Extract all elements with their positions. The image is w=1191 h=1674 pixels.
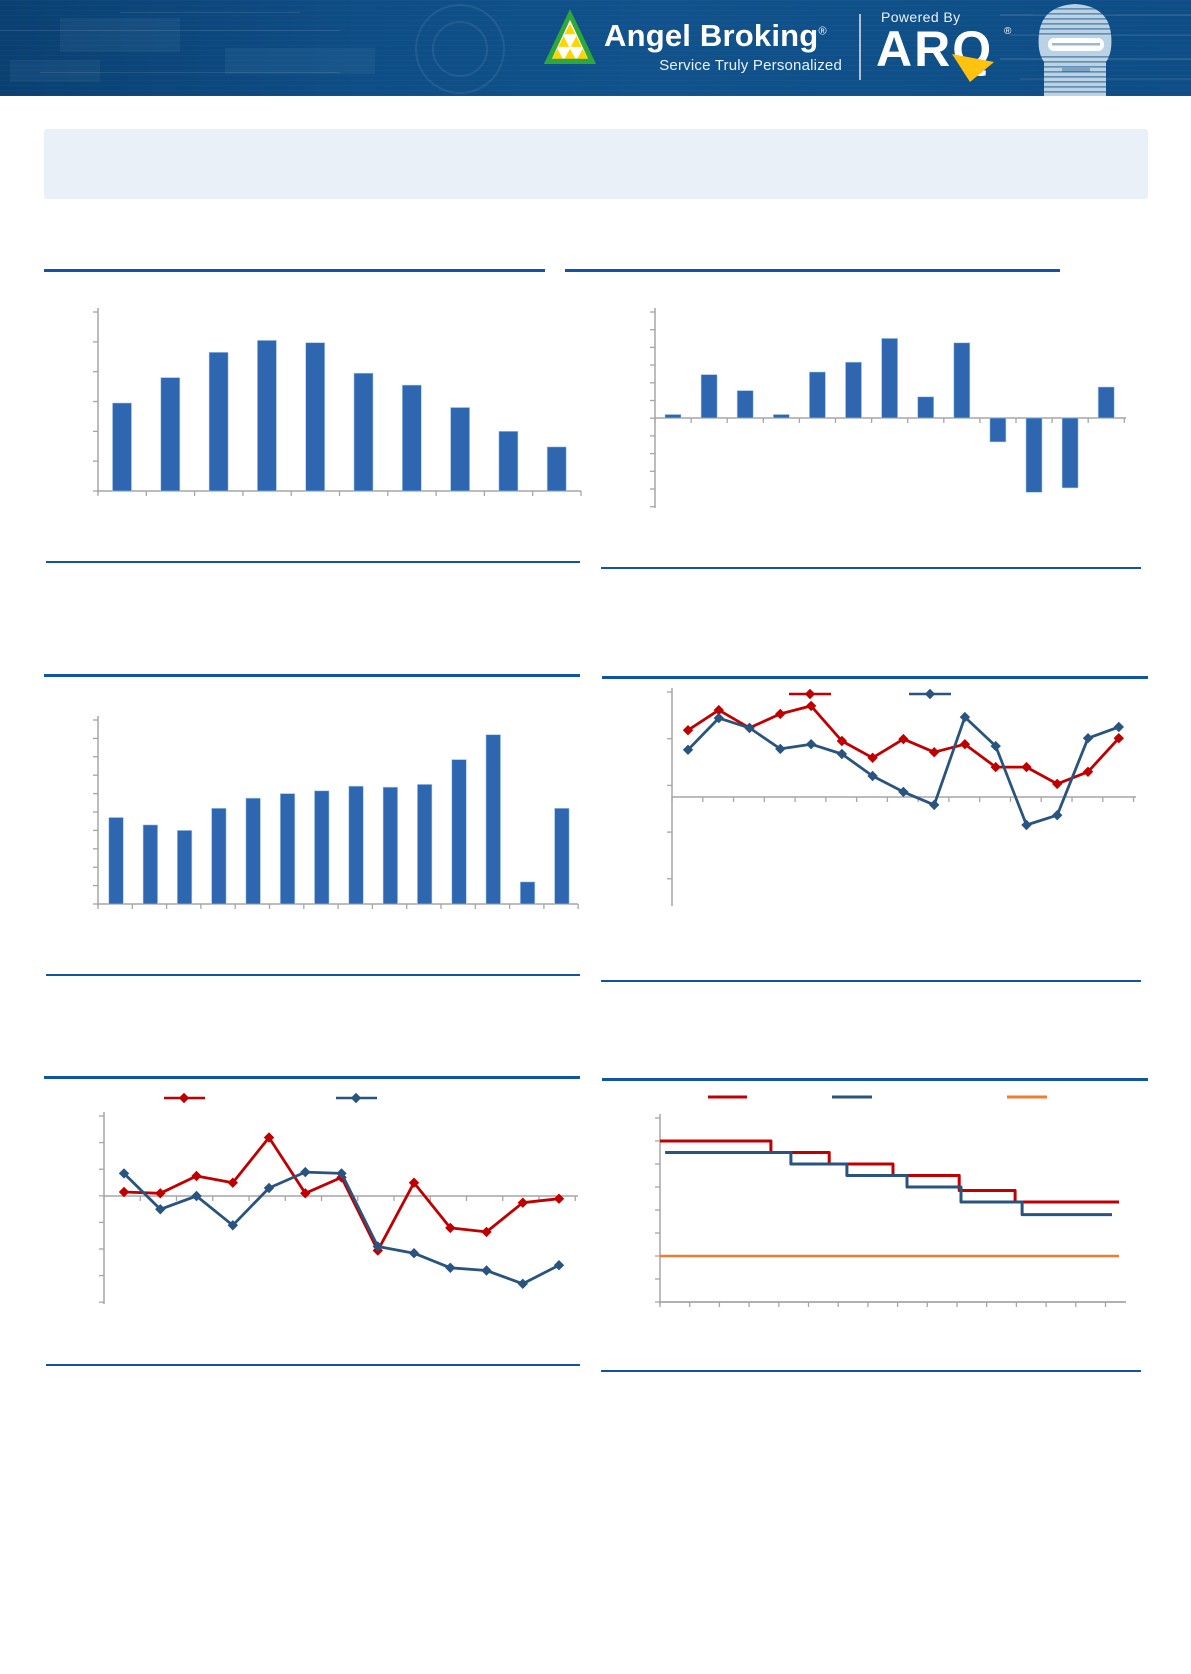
header-line-decoration (40, 72, 340, 73)
header-scanline-texture (0, 0, 1191, 96)
arq-registered-mark: ® (1004, 26, 1012, 37)
arq-robot-head-icon (1000, 0, 1191, 96)
header-ring-decoration (415, 4, 505, 94)
exhibit-title-rule (44, 674, 580, 677)
header-panel-decoration (225, 48, 375, 74)
section-divider-rule (46, 974, 580, 976)
brand-block: Angel Broking® Service Truly Personalize… (604, 18, 842, 74)
section-divider-rule (601, 980, 1141, 982)
header-line-decoration (120, 12, 300, 13)
exhibit-6-chart (640, 1085, 1151, 1310)
exhibit-title-rule (44, 1076, 580, 1079)
exhibit-title-rule (602, 1078, 1148, 1081)
exhibit-5-chart (95, 1085, 593, 1310)
angel-broking-logo-icon (543, 8, 597, 66)
header-ring-decoration (432, 21, 488, 77)
section-divider-rule (46, 1364, 580, 1366)
exhibit-4-chart (640, 640, 1151, 915)
exhibit-1-chart (88, 300, 593, 512)
header-panel-decoration (60, 18, 180, 52)
exhibit-2-chart (645, 300, 1145, 515)
brand-tagline: Service Truly Personalized (659, 57, 842, 74)
section-divider-rule (601, 567, 1141, 569)
section-divider-rule (601, 1370, 1141, 1372)
arq-triangle-icon (950, 52, 996, 89)
exhibit-3-chart (88, 710, 593, 915)
section-divider-rule (46, 561, 580, 563)
exhibit-title-rule (565, 269, 1060, 272)
header-divider (859, 14, 861, 80)
page-header: Angel Broking® Service Truly Personalize… (0, 0, 1191, 96)
brand-name: Angel Broking® (604, 18, 827, 53)
header-line-decoration (0, 30, 340, 31)
exhibit-title-rule (44, 269, 545, 272)
exhibit-title-rule (602, 676, 1148, 679)
brand-registered-mark: ® (818, 25, 827, 38)
stock-summary-box (44, 129, 1148, 199)
powered-by-label: Powered By (881, 9, 961, 25)
header-panel-decoration (10, 60, 100, 82)
